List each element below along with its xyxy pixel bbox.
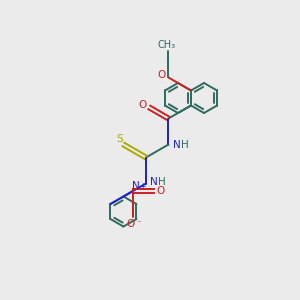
Text: ⁻: ⁻ (136, 220, 141, 229)
Text: H: H (158, 176, 166, 187)
Text: H: H (181, 140, 188, 149)
Text: N: N (132, 181, 140, 191)
Text: O: O (157, 186, 165, 196)
Text: +: + (139, 182, 145, 190)
Text: N: N (172, 140, 180, 149)
Text: O: O (158, 70, 166, 80)
Text: N: N (150, 176, 158, 187)
Text: CH₃: CH₃ (158, 40, 175, 50)
Text: O: O (127, 219, 135, 229)
Text: S: S (116, 134, 123, 143)
Text: O: O (138, 100, 146, 110)
